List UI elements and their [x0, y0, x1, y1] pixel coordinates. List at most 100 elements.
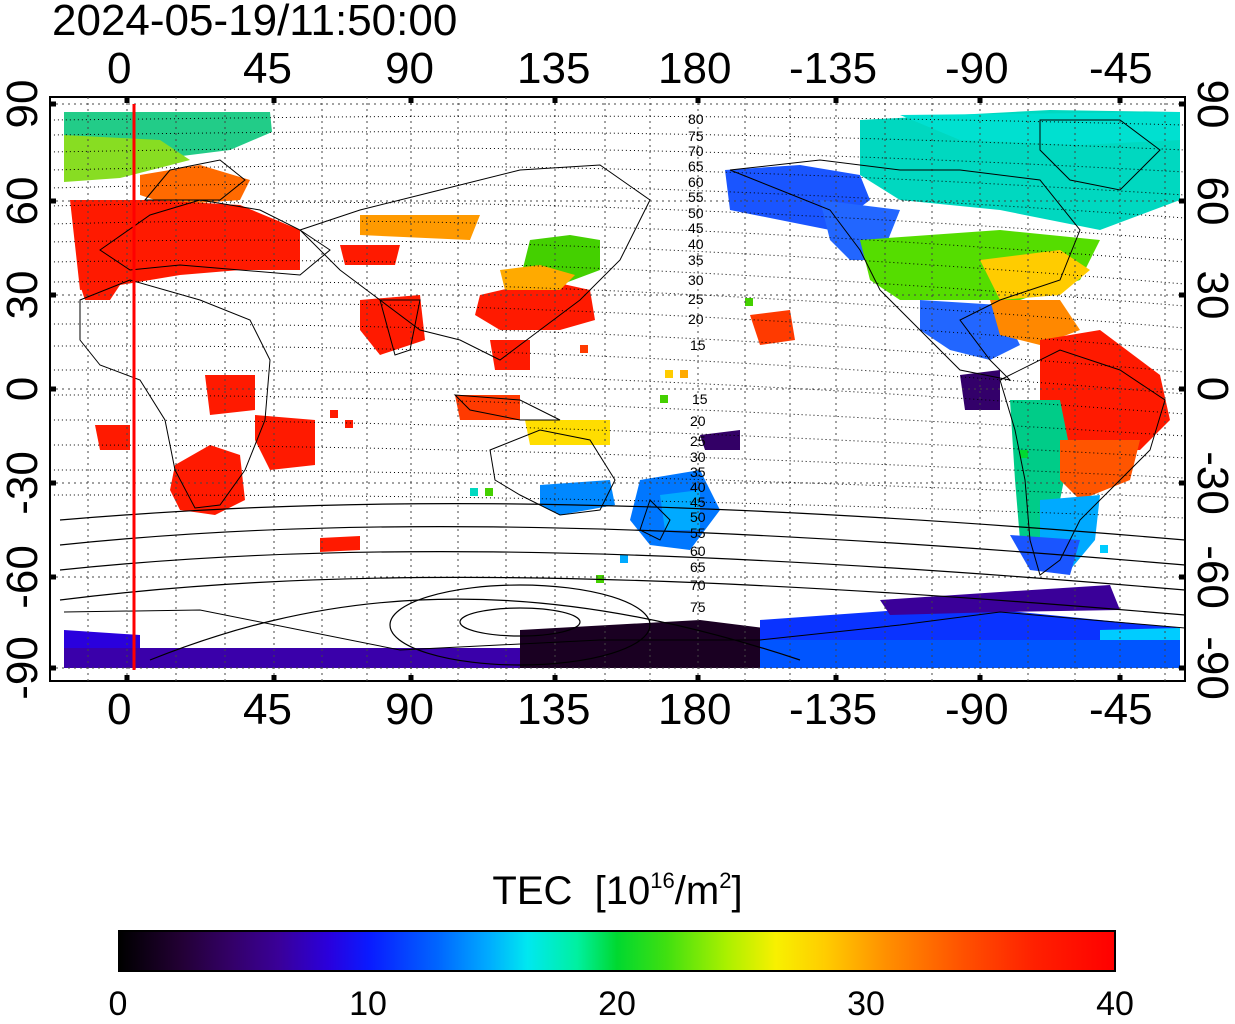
- x-tick-bottom: -135: [789, 685, 878, 734]
- tec-region-africa-coast: [95, 425, 130, 450]
- tec-region-europe: [70, 200, 300, 290]
- contour-label: 35: [688, 252, 704, 268]
- tec-region-scandinavia: [140, 165, 250, 205]
- tec-region-middle-east: [340, 245, 400, 265]
- x-tick-bottom: -45: [1089, 685, 1153, 734]
- tec-cell: [330, 410, 338, 418]
- contour-label: 35: [690, 464, 706, 480]
- tec-region-antarctic-mid: [760, 640, 1180, 668]
- colorbar-label: 30: [847, 985, 885, 1023]
- coast-europe: [99, 199, 331, 276]
- x-tick-bottom: 0: [107, 685, 132, 734]
- tec-region-africa-east: [255, 415, 315, 470]
- tec-cell: [345, 420, 353, 428]
- x-tick-bottom: 45: [243, 685, 292, 734]
- magnetic-contours-south: [59, 503, 1186, 666]
- tec-region-japan-mid: [500, 265, 575, 290]
- contour-label: 55: [688, 189, 704, 205]
- x-tick-top: 90: [385, 44, 434, 93]
- tec-region-india: [360, 295, 425, 355]
- tec-region-south-africa: [170, 445, 245, 515]
- contour-label: 75: [690, 599, 706, 615]
- contour-label: 60: [688, 174, 704, 190]
- contour-label: 30: [688, 272, 704, 288]
- tec-cell: [580, 345, 588, 353]
- y-tick-left: -60: [0, 545, 47, 609]
- contour-label: 20: [690, 413, 706, 429]
- tec-cell: [485, 488, 493, 496]
- x-tick-top: 0: [107, 44, 132, 93]
- colorbar-label: 20: [598, 985, 636, 1023]
- tec-map: 80 75 70 65 60 55 50 45 40 35 30 25 20 1…: [49, 96, 1186, 682]
- coast-asia: [299, 164, 651, 361]
- contour-label: 70: [690, 577, 706, 593]
- tec-region-south-atlantic-spot: [320, 536, 360, 552]
- contour-label: 45: [690, 494, 706, 510]
- y-tick-right: -90: [1188, 636, 1235, 700]
- coast-india: [379, 299, 421, 356]
- contour-label: 40: [690, 479, 706, 495]
- tec-cell: [470, 488, 478, 496]
- colorbar-unit-exp: 16: [650, 868, 675, 893]
- colorbar-unit-prefix: [10: [594, 869, 651, 913]
- contour-label: 20: [688, 311, 704, 327]
- y-tick-left: 0: [0, 376, 47, 402]
- axis-ticks: [50, 97, 1185, 681]
- contour-label: 80: [688, 111, 704, 127]
- coast-scandinavia: [143, 159, 246, 201]
- y-tick-left: 90: [0, 79, 47, 129]
- contour-label: 45: [688, 220, 704, 236]
- x-tick-bottom: 135: [517, 685, 591, 734]
- tec-region-hawaii: [750, 310, 795, 345]
- x-tick-top: -45: [1089, 44, 1153, 93]
- contour-label: 50: [690, 509, 706, 525]
- x-tick-top: -90: [945, 44, 1009, 93]
- contour-label: 65: [690, 559, 706, 575]
- x-tick-top: 45: [243, 44, 292, 93]
- colorbar-quantity: TEC: [492, 869, 573, 913]
- tec-region-philippines: [490, 340, 530, 370]
- y-tick-right: 0: [1188, 376, 1235, 402]
- coast-north-america: [729, 159, 1081, 381]
- contour-label: 70: [688, 143, 704, 159]
- y-tick-right: 30: [1188, 270, 1235, 320]
- tec-region-south-america-central: [1060, 440, 1140, 500]
- contour-label-group-north: 80 75 70 65 60 55 50 45 40 35 30 25 20 1…: [688, 111, 706, 353]
- tec-cell: [1100, 545, 1108, 553]
- tec-cell: [660, 395, 668, 403]
- contour-label: 30: [690, 449, 706, 465]
- coast-australia: [489, 429, 616, 516]
- tec-region-usa-east: [980, 250, 1090, 300]
- x-tick-top: 135: [517, 44, 591, 93]
- y-tick-right: -30: [1188, 451, 1235, 515]
- tec-region-africa-west: [205, 375, 255, 415]
- contour-label: 25: [690, 433, 706, 449]
- tec-cell: [680, 370, 688, 378]
- contour-label-group-south: 15 20 25 30 35 40 45 50 55 60 65 70 75: [690, 391, 708, 615]
- map-grid: [50, 97, 1185, 681]
- x-tick-bottom: 180: [658, 685, 732, 734]
- colorbar-unit-mid: /m: [674, 869, 720, 913]
- y-tick-right: 60: [1188, 176, 1235, 226]
- coast-greenland: [1039, 119, 1161, 191]
- x-tick-bottom: 90: [385, 685, 434, 734]
- colorbar-label: 40: [1096, 985, 1134, 1023]
- y-tick-left: 60: [0, 176, 47, 226]
- coast-south-america: [999, 349, 1166, 576]
- y-tick-right: 90: [1188, 79, 1235, 129]
- contour-label: 65: [688, 158, 704, 174]
- colorbar-unit-exp2: 2: [719, 868, 732, 893]
- tec-region-caribbean: [990, 300, 1080, 345]
- coast-indonesia: [453, 394, 561, 421]
- colorbar-unit-suffix: ]: [731, 869, 743, 913]
- contour-label: 15: [692, 391, 708, 407]
- x-tick-top: -135: [789, 44, 878, 93]
- x-tick-top: 180: [658, 44, 732, 93]
- coast-new-zealand: [639, 499, 671, 541]
- contour-label: 75: [688, 128, 704, 144]
- tec-region-antarctic-west: [64, 630, 140, 648]
- colorbar: [118, 930, 1116, 972]
- y-tick-right: -60: [1188, 545, 1235, 609]
- contour-label: 15: [690, 337, 706, 353]
- tec-region-east-asia: [475, 280, 595, 330]
